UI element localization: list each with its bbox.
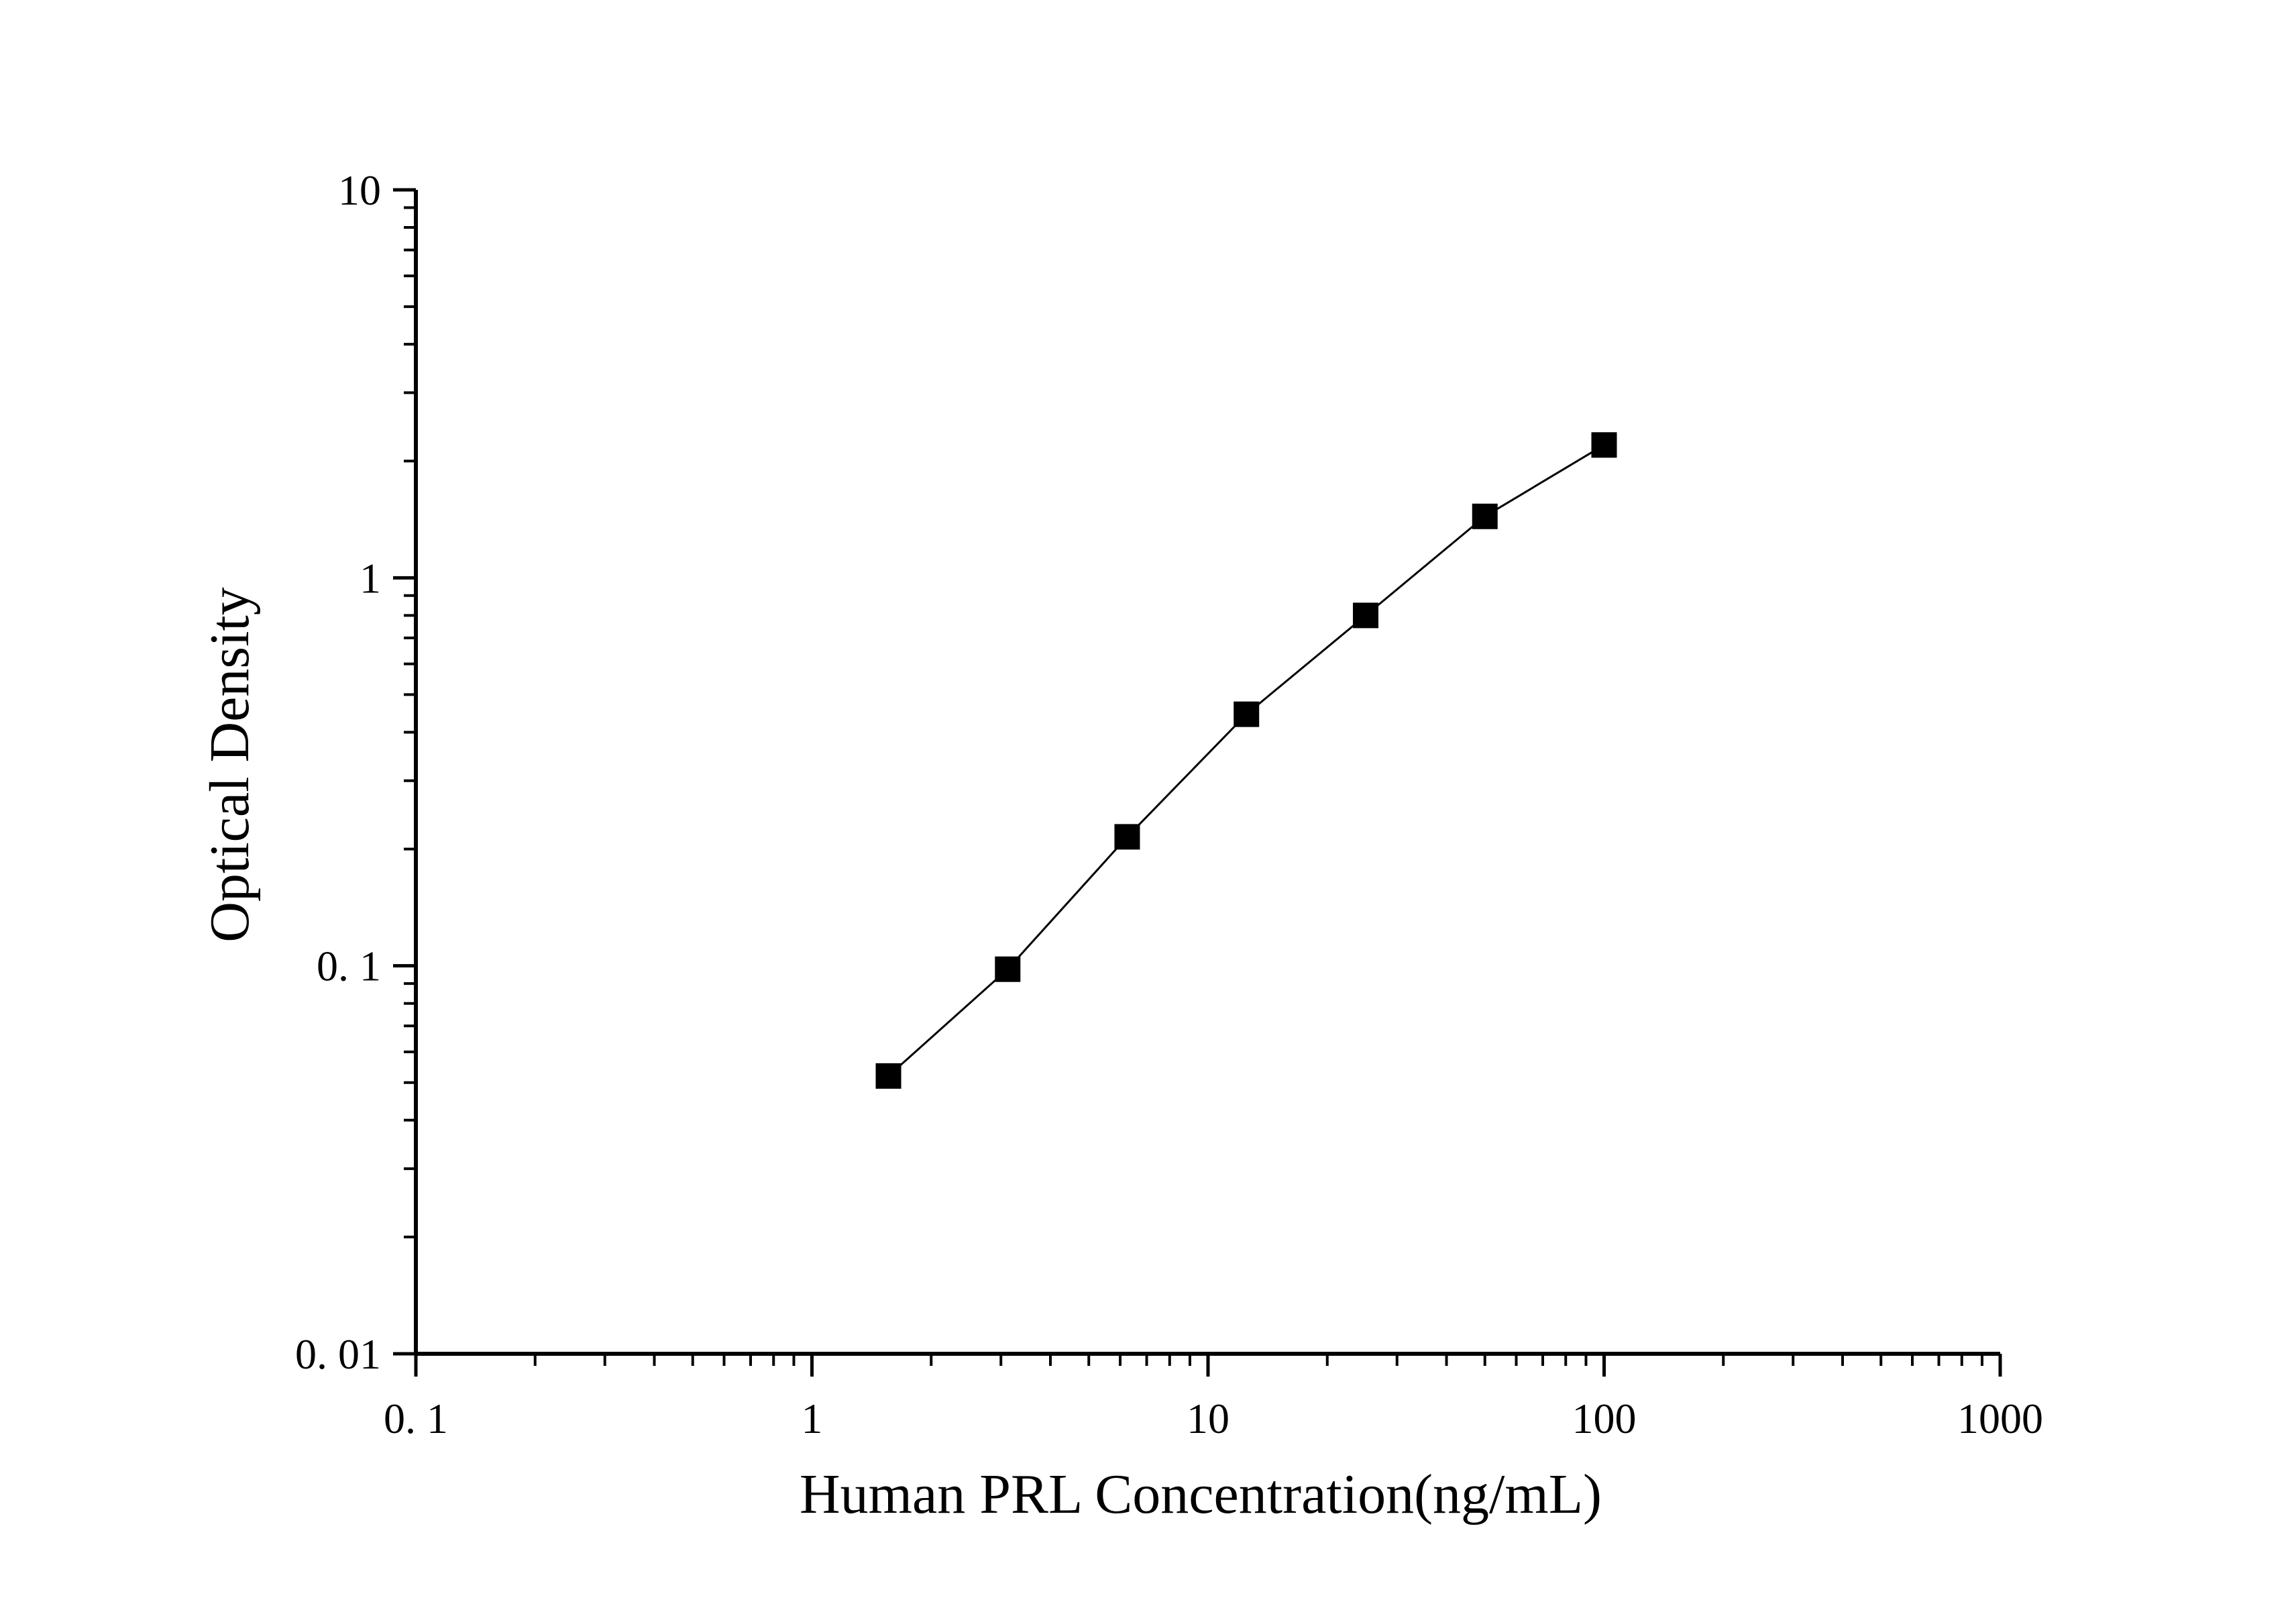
x-tick-label: 10: [1187, 1395, 1229, 1442]
data-point: [1352, 602, 1378, 629]
y-tick-label: 10: [338, 166, 381, 214]
data-point: [1234, 701, 1260, 727]
y-tick-label: 0. 01: [295, 1330, 381, 1378]
x-tick-label: 100: [1572, 1395, 1637, 1442]
y-tick-label: 0. 1: [317, 943, 381, 990]
data-point: [1591, 432, 1617, 458]
x-tick-label: 1000: [1957, 1395, 2043, 1442]
data-point: [875, 1063, 901, 1089]
x-tick-label: 1: [802, 1395, 823, 1442]
x-tick-label: 0. 1: [384, 1395, 448, 1442]
y-axis-title: Optical Density: [199, 587, 261, 943]
data-series: [875, 432, 1617, 1089]
x-axis-title: Human PRL Concentration(ng/mL): [800, 1463, 1602, 1526]
data-point: [1472, 503, 1498, 529]
axis-ticks: [393, 188, 2002, 1377]
data-point: [1114, 824, 1140, 850]
data-point: [995, 956, 1021, 982]
y-tick-label: 1: [360, 554, 381, 602]
